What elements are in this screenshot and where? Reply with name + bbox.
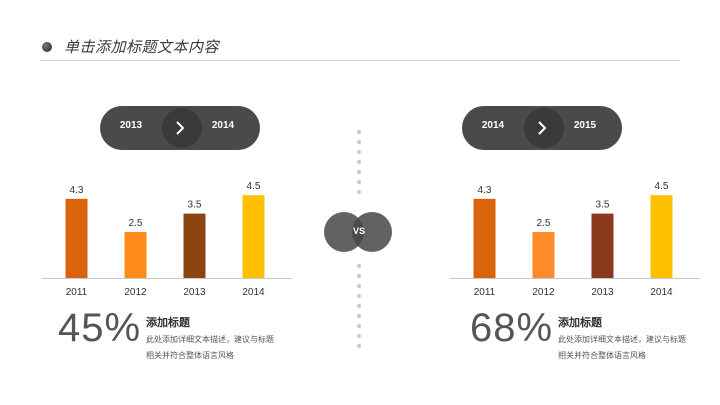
right-stat-title: 添加标题 (558, 317, 602, 329)
chevron-right-icon (538, 121, 547, 135)
left-year-pill: 2013 2014 (100, 106, 260, 150)
left-bar-2011 (65, 198, 88, 278)
vs-badge: VS (324, 212, 394, 252)
left-data-label-2013: 3.5 (188, 200, 202, 211)
right-stat-block: 68% 添加标题 此处添加详细文本描述，建议与标题相关并符合整体语言风格 (470, 306, 710, 376)
left-data-label-2012: 2.5 (129, 218, 143, 229)
left-stat-desc: 此处添加详细文本描述，建议与标题相关并符合整体语言风格 (146, 335, 274, 360)
right-data-label-2013: 3.5 (596, 200, 610, 211)
header-divider (40, 60, 680, 61)
left-data-label-2014: 4.5 (247, 181, 261, 192)
pill-year-to: 2015 (573, 120, 597, 131)
right-tick-label-2013: 2013 (591, 287, 614, 298)
right-tick-label-2011: 2011 (474, 287, 496, 298)
right-percent: 68% (470, 306, 554, 350)
left-percent: 45% (58, 306, 142, 350)
slide-title: 单击添加标题文本内容 (64, 39, 220, 56)
right-data-label-2011: 4.3 (478, 185, 492, 196)
left-stat-title: 添加标题 (146, 317, 190, 329)
pill-year-from: 2013 (119, 120, 143, 131)
left-tick-label-2014: 2014 (242, 287, 265, 298)
divider-dots-top (357, 130, 361, 200)
right-bar-2012 (532, 232, 555, 278)
right-bar-2013 (591, 213, 614, 278)
left-bar-2014 (242, 195, 265, 278)
slide-header: 单击添加标题文本内容 (40, 36, 680, 62)
right-bar-chart: 4.3 2011 2.5 2012 3.5 2013 4.5 2014 (450, 181, 700, 298)
divider-dots-bottom (357, 264, 361, 354)
left-stat-block: 45% 添加标题 此处添加详细文本描述，建议与标题相关并符合整体语言风格 (58, 306, 298, 376)
pill-year-from: 2014 (481, 120, 505, 131)
pill-year-to: 2014 (211, 120, 235, 131)
right-year-pill: 2014 2015 (462, 106, 622, 150)
left-bar-2013 (183, 213, 206, 278)
bullet-dot-icon (42, 42, 52, 52)
right-bar-2014 (650, 195, 673, 278)
left-tick-label-2012: 2012 (124, 287, 147, 298)
left-tick-label-2013: 2013 (183, 287, 206, 298)
chevron-right-icon (176, 121, 185, 135)
right-data-label-2014: 4.5 (655, 181, 669, 192)
right-tick-label-2014: 2014 (650, 287, 673, 298)
right-bar-2011 (473, 198, 496, 278)
left-data-label-2011: 4.3 (70, 185, 84, 196)
vs-circle-right (352, 212, 392, 252)
left-bar-2012 (124, 232, 147, 278)
right-data-label-2012: 2.5 (537, 218, 551, 229)
right-tick-label-2012: 2012 (532, 287, 555, 298)
right-stat-desc: 此处添加详细文本描述，建议与标题相关并符合整体语言风格 (558, 335, 686, 360)
left-bar-chart: 4.3 2011 2.5 2012 3.5 2013 4.5 2014 (42, 181, 292, 298)
left-tick-label-2011: 2011 (66, 287, 88, 298)
vs-label: VS (352, 226, 365, 236)
